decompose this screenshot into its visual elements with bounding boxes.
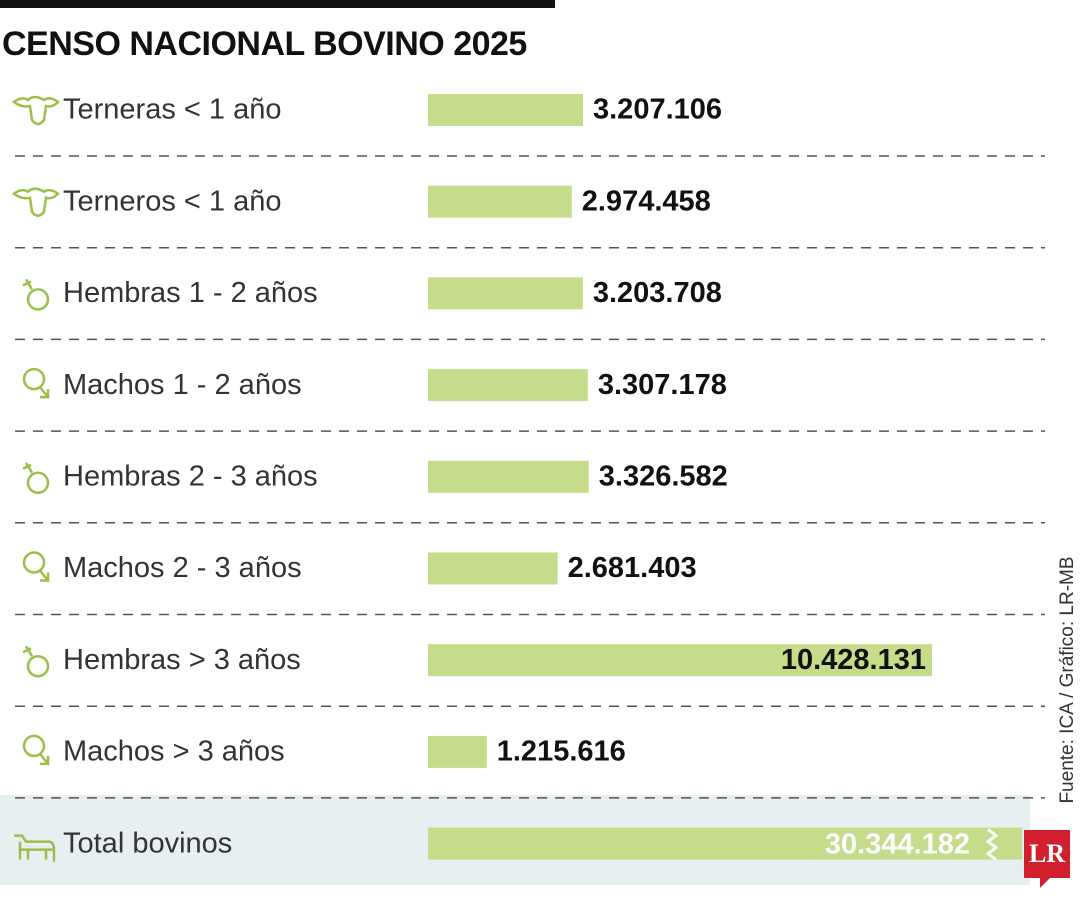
value-label: 1.215.616 (497, 736, 626, 768)
value-label: 3.307.178 (598, 369, 727, 401)
category-label: Terneros < 1 año (63, 185, 281, 217)
icon (22, 367, 50, 399)
category-label: Terneras < 1 año (63, 94, 281, 126)
bar (428, 94, 584, 126)
value-label: 2.974.458 (582, 185, 711, 217)
total-label: Total bovinos (63, 827, 232, 859)
chart-title: CENSO NACIONAL BOVINO 2025 (2, 25, 527, 63)
bar (428, 460, 589, 493)
bar (428, 552, 558, 585)
top-rule (0, 0, 555, 8)
icon (22, 734, 50, 766)
logo-text: LR (1029, 839, 1065, 868)
bar (428, 185, 572, 218)
icon-shape (26, 471, 50, 495)
category-label: Machos 2 - 3 años (63, 552, 302, 584)
value-label: 3.207.106 (593, 94, 722, 126)
icon-shape (22, 367, 46, 391)
category-label: Machos 1 - 2 años (63, 369, 302, 401)
icon (14, 834, 56, 862)
value-label: 10.428.131 (781, 644, 926, 676)
icon-shape (39, 753, 50, 766)
icon-shape (39, 386, 50, 399)
icon (22, 551, 50, 582)
category-label: Machos > 3 años (63, 736, 285, 768)
bar-break (985, 828, 999, 861)
bar (428, 369, 588, 402)
category-label: Hembras 2 - 3 años (63, 460, 318, 492)
icon-shape (22, 462, 34, 474)
value-label: 3.326.582 (599, 460, 728, 492)
icon-shape (39, 569, 50, 582)
icon-shape (22, 551, 46, 574)
value-label: 3.203.708 (593, 277, 722, 309)
bar (428, 277, 583, 310)
icon-shape (26, 654, 50, 678)
icon-shape (14, 834, 56, 862)
source: Fuente: ICA / Gráfico: LR-MB (1057, 556, 1078, 803)
icon (22, 462, 50, 495)
value-label: 2.681.403 (568, 552, 697, 584)
logo: LR (1024, 830, 1070, 888)
category-label: Hembras 1 - 2 años (63, 277, 318, 309)
category-label: Hembras > 3 años (63, 644, 301, 676)
total-value-label: 30.344.182 (825, 828, 970, 860)
icon (11, 187, 60, 217)
logo-shape (1024, 830, 1070, 888)
icon (22, 645, 50, 678)
icon (11, 95, 60, 126)
icon (22, 278, 50, 311)
icon-shape (26, 288, 50, 311)
icon-shape (22, 278, 34, 291)
icon-shape (11, 187, 60, 217)
icon-shape (11, 95, 60, 126)
bar (428, 644, 932, 677)
icon-shape (22, 645, 34, 657)
bar (428, 735, 487, 768)
total-bar (428, 827, 1022, 860)
icon-shape (22, 734, 46, 758)
